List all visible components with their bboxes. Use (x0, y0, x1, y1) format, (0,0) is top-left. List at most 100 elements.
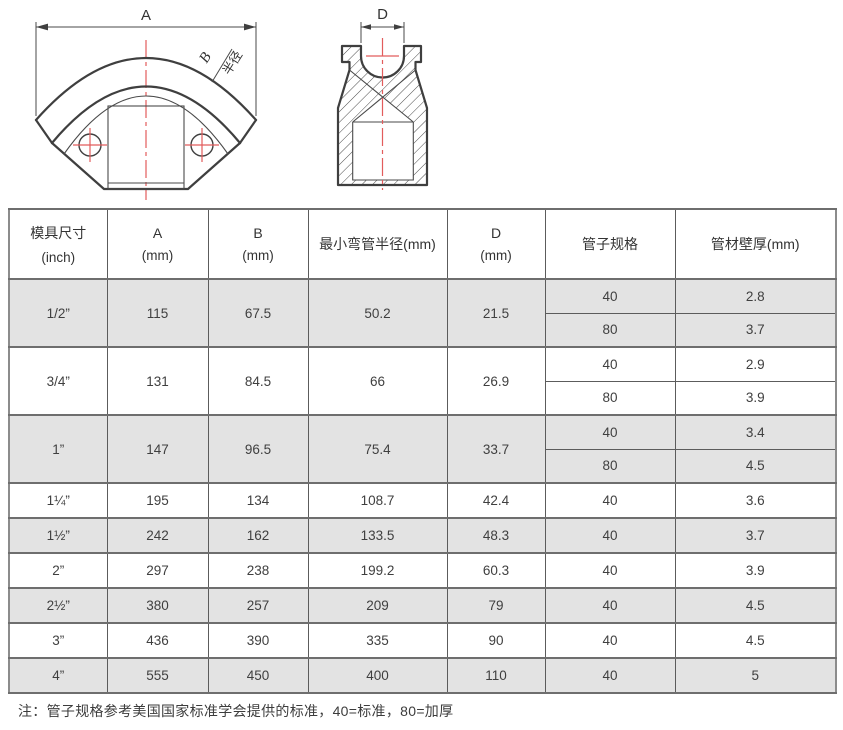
cell-spec: 40 (544, 657, 676, 694)
table-row: 1½” 242 162 133.5 48.3 40 3.7 (8, 517, 837, 554)
cell-wall: 3.6 (674, 482, 837, 519)
cell-size: 3/4” (8, 346, 108, 416)
cell-a: 195 (106, 482, 209, 519)
arrowhead-right (394, 24, 404, 30)
cell-wall: 4.5 (674, 622, 837, 659)
cell-b: 450 (207, 657, 309, 694)
arrowhead-left (36, 23, 48, 31)
cell-b: 84.5 (207, 346, 309, 416)
header-line1: B (253, 225, 263, 241)
cell-b: 67.5 (207, 278, 309, 348)
col-header-a: A (mm) (106, 208, 209, 280)
section-outline (336, 44, 429, 187)
cell-wall: 2.8 (674, 278, 837, 314)
section-view-drawing: D (336, 6, 429, 190)
center-block (107, 105, 185, 190)
cell-spec: 40 (544, 278, 676, 314)
arrowhead-right (244, 23, 256, 31)
cell-d: 21.5 (446, 278, 546, 348)
cell-b: 162 (207, 517, 309, 554)
cell-spec: 80 (544, 312, 676, 348)
dovetail-lines (349, 69, 416, 123)
cell-a: 297 (106, 552, 209, 589)
cell-wall: 3.7 (674, 312, 837, 348)
cell-b: 96.5 (207, 414, 309, 484)
cell-wall: 3.9 (674, 380, 837, 416)
cell-size: 1½” (8, 517, 108, 554)
cell-d: 48.3 (446, 517, 546, 554)
cell-a: 436 (106, 622, 209, 659)
header-line1: 模具尺寸 (30, 225, 87, 241)
cell-min-radius: 50.2 (307, 278, 448, 348)
cell-spec: 40 (544, 414, 676, 450)
cell-size: 3” (8, 622, 108, 659)
cell-d: 60.3 (446, 552, 546, 589)
cell-a: 115 (106, 278, 209, 348)
inner-arc (50, 85, 242, 145)
dim-d-label: D (377, 6, 388, 23)
cell-min-radius: 75.4 (307, 414, 448, 484)
cell-a: 131 (106, 346, 209, 416)
header-row: 模具尺寸 (inch) A (mm) B (mm) 最小弯管半径(mm) D (… (8, 208, 837, 280)
cell-min-radius: 66 (307, 346, 448, 416)
cell-wall: 2.9 (674, 346, 837, 382)
cell-a: 555 (106, 657, 209, 694)
cell-d: 42.4 (446, 482, 546, 519)
cell-min-radius: 199.2 (307, 552, 448, 589)
header-line1: D (490, 225, 502, 241)
header-line1: A (152, 225, 163, 241)
cell-a: 380 (106, 587, 209, 624)
col-header-pipe-spec: 管子规格 (544, 208, 676, 280)
table-row: 80 3.7 (9, 312, 837, 348)
cell-d: 26.9 (446, 346, 546, 416)
col-header-b: B (mm) (207, 208, 309, 280)
cell-d: 79 (446, 587, 546, 624)
cell-b: 390 (207, 622, 309, 659)
table-row: 2½” 380 257 209 79 40 4.5 (8, 587, 837, 624)
cell-size: 1¼” (8, 482, 108, 519)
cell-b: 238 (207, 552, 309, 589)
cell-spec: 80 (544, 448, 676, 484)
cell-spec: 40 (544, 517, 676, 554)
cell-spec: 40 (544, 622, 676, 659)
front-view-drawing: A B 半径 (34, 7, 258, 200)
header-line2: (mm) (242, 248, 274, 263)
cell-spec: 40 (544, 587, 676, 624)
cell-a: 147 (106, 414, 209, 484)
cell-wall: 3.4 (674, 414, 837, 450)
table-row: 3/4” 131 84.5 66 26.9 40 2.9 (8, 346, 837, 416)
table-row: 2” 297 238 199.2 60.3 40 3.9 (8, 552, 837, 589)
cell-spec: 80 (544, 380, 676, 416)
cell-wall: 4.5 (674, 448, 837, 484)
cell-size: 1/2” (8, 278, 108, 348)
cell-min-radius: 400 (307, 657, 448, 694)
cell-b: 134 (207, 482, 309, 519)
cell-min-radius: 209 (307, 587, 448, 624)
table-row: 80 3.9 (9, 380, 837, 416)
arc-end-faces (34, 118, 258, 145)
col-header-d: D (mm) (446, 208, 546, 280)
cell-wall: 4.5 (674, 587, 837, 624)
table-row: 1/2” 115 67.5 50.2 21.5 40 2.8 (8, 278, 837, 348)
section-body-hatch (338, 46, 427, 185)
spec-table: 模具尺寸 (inch) A (mm) B (mm) 最小弯管半径(mm) D (… (8, 208, 837, 694)
col-header-wall-thickness: 管材壁厚(mm) (674, 208, 837, 280)
groove-arc (63, 95, 229, 155)
cell-wall: 3.7 (674, 517, 837, 554)
table-row: 4” 555 450 400 110 40 5 (8, 657, 837, 694)
cell-min-radius: 133.5 (307, 517, 448, 554)
cell-d: 33.7 (446, 414, 546, 484)
cell-spec: 40 (544, 482, 676, 519)
cell-spec: 40 (544, 346, 676, 382)
dim-a-label: A (141, 7, 151, 24)
outer-arc (34, 56, 258, 122)
table-row: 3” 436 390 335 90 40 4.5 (8, 622, 837, 659)
cell-a: 242 (106, 517, 209, 554)
cell-wall: 5 (674, 657, 837, 694)
radius-leader-line (211, 48, 233, 83)
cell-size: 2” (8, 552, 108, 589)
arrowhead-left (361, 24, 371, 30)
header-line2: (mm) (141, 248, 174, 263)
dim-b-label: B (196, 50, 214, 66)
